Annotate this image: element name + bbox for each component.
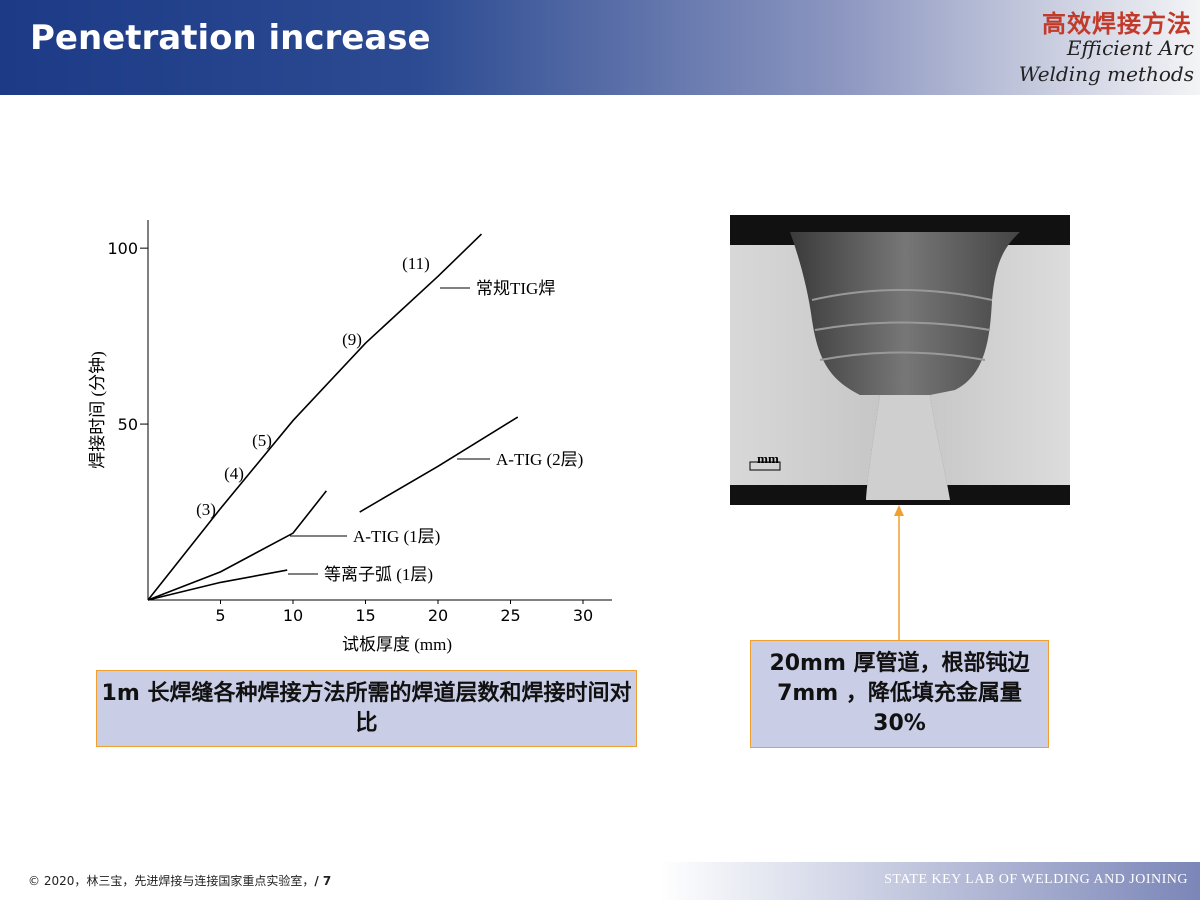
series-label: A-TIG (2层) <box>496 450 583 469</box>
annotation: (4) <box>224 464 244 483</box>
x-axis-label: 试板厚度 (mm) <box>342 635 452 654</box>
x-tick-label: 10 <box>283 606 303 625</box>
annotation: (9) <box>342 330 362 349</box>
header: Penetration increase 高效焊接方法 Efficient Ar… <box>0 0 1200 95</box>
series-label: 常规TIG焊 <box>476 279 555 298</box>
y-tick-label: 50 <box>118 415 138 434</box>
photo-caption: 20mm 厚管道，根部钝边 7mm ，降低填充金属量 30% <box>750 640 1049 748</box>
page-number: / 7 <box>314 874 332 888</box>
x-tick-label: 25 <box>500 606 520 625</box>
y-axis-label: 焊接时间 (分钟) <box>88 351 107 469</box>
scale-label: mm <box>757 451 779 466</box>
annotation: (11) <box>402 254 430 273</box>
x-tick-label: 15 <box>355 606 375 625</box>
chart-caption: 1m 长焊缝各种焊接方法所需的焊道层数和焊接时间对比 <box>96 670 637 747</box>
series-label: 等离子弧 (1层) <box>324 565 433 584</box>
slide-title: Penetration increase <box>30 18 431 58</box>
y-tick-label: 100 <box>107 239 138 258</box>
arrow <box>894 505 904 640</box>
series-line <box>147 569 288 601</box>
x-tick-label: 30 <box>573 606 593 625</box>
logo-en: Efficient Arc <box>1066 36 1194 60</box>
x-tick-label: 5 <box>215 606 225 625</box>
series-line <box>147 490 327 601</box>
annotation: (5) <box>252 431 272 450</box>
weld-photo: mm <box>730 215 1070 505</box>
footer-left: © 2020，林三宝，先进焊接与连接国家重点实验室，/ 7 <box>28 872 331 889</box>
footer-text: © 2020，林三宝，先进焊接与连接国家重点实验室， <box>28 874 315 888</box>
series-label: A-TIG (1层) <box>353 527 440 546</box>
series-line <box>147 233 483 601</box>
footer: © 2020，林三宝，先进焊接与连接国家重点实验室，/ 7 STATE KEY … <box>0 862 1200 900</box>
logo-cn: 高效焊接方法 <box>1042 10 1192 38</box>
annotation: (3) <box>196 500 216 519</box>
logo-en: Welding methods <box>1018 62 1194 86</box>
x-tick-label: 20 <box>428 606 448 625</box>
footer-right: STATE KEY LAB OF WELDING AND JOINING <box>884 872 1188 887</box>
series-line <box>359 416 519 513</box>
